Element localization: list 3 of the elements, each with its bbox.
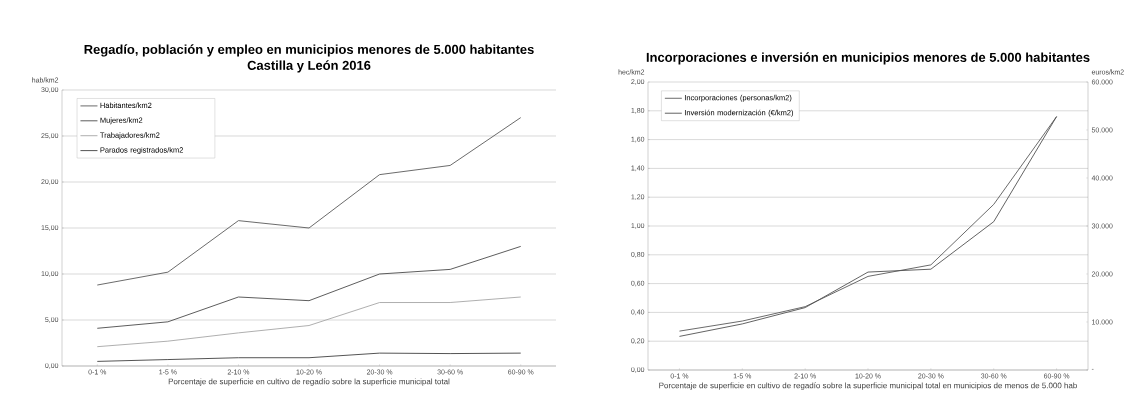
chart-title: Regadío, población y empleo en municipios menores de 5.000 habitantes xyxy=(84,44,534,57)
chart-subtitle: Castilla y León 2016 xyxy=(247,60,371,73)
chart-title: Incorporaciones e inversión en municipios menores de 5.000 habitantes xyxy=(646,52,1090,65)
